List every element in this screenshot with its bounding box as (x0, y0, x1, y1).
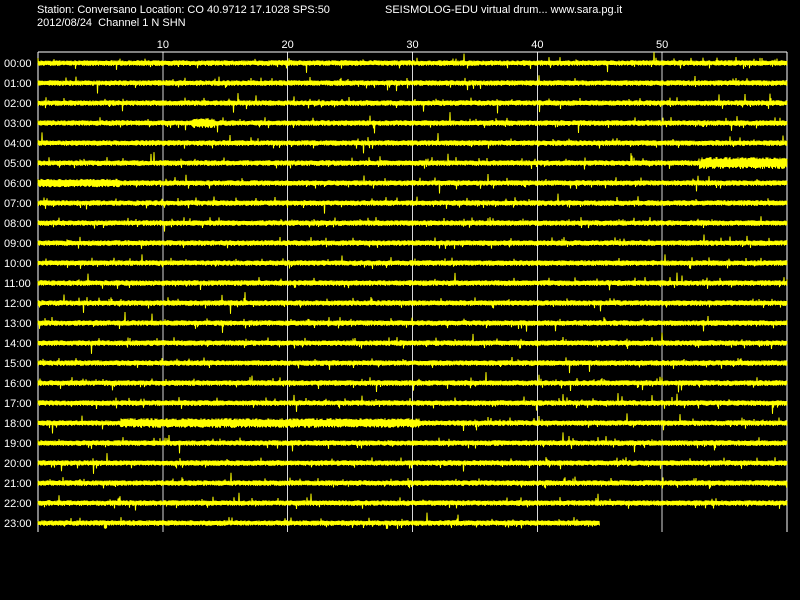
row-label-1400: 14:00 (4, 338, 32, 350)
grid-lines (37, 51, 788, 532)
trace-row-1400 (37, 332, 788, 354)
row-label-0300: 03:00 (4, 118, 32, 130)
row-label-1900: 19:00 (4, 438, 32, 450)
trace-row-0800 (37, 216, 788, 232)
trace-row-0500 (37, 152, 788, 170)
trace-row-0000 (37, 52, 788, 73)
trace-row-0900 (37, 234, 788, 249)
trace-row-0400 (37, 132, 788, 154)
row-label-2200: 22:00 (4, 498, 32, 510)
tick-label-30: 30 (406, 39, 418, 51)
row-label-1300: 13:00 (4, 318, 32, 330)
trace-row-1700 (37, 393, 788, 414)
row-label-0500: 05:00 (4, 158, 32, 170)
tick-label-20: 20 (282, 39, 294, 51)
seismic-traces (37, 52, 788, 529)
row-label-0100: 01:00 (4, 78, 32, 90)
trace-row-0300 (37, 112, 788, 134)
station-info: Station: Conversano Location: CO 40.9712… (37, 4, 330, 16)
trace-row-2200 (37, 492, 788, 511)
trace-row-1800 (37, 413, 788, 434)
row-label-2000: 20:00 (4, 458, 32, 470)
row-label-0200: 02:00 (4, 98, 32, 110)
row-label-1700: 17:00 (4, 398, 32, 410)
minute-tick-labels: 10 20 30 40 50 (157, 39, 669, 51)
row-label-0600: 06:00 (4, 178, 32, 190)
trace-row-1500 (37, 356, 788, 374)
tick-label-40: 40 (531, 39, 543, 51)
date-channel-info: 2012/08/24 Channel 1 N SHN (37, 17, 186, 29)
row-label-0000: 00:00 (4, 58, 32, 70)
product-info: SEISMOLOG-EDU virtual drum... www.sara.p… (385, 4, 623, 16)
row-label-1000: 10:00 (4, 258, 32, 270)
row-label-1500: 15:00 (4, 358, 32, 370)
trace-row-1900 (37, 432, 788, 454)
row-label-2300: 23:00 (4, 518, 32, 530)
row-label-0800: 08:00 (4, 218, 32, 230)
trace-row-1300 (37, 311, 788, 333)
row-label-1800: 18:00 (4, 418, 32, 430)
trace-row-2100 (37, 472, 788, 489)
trace-row-2000 (37, 453, 788, 474)
trace-row-0600 (37, 173, 788, 194)
trace-row-1100 (37, 272, 788, 291)
trace-row-0200 (37, 93, 788, 114)
trace-row-1600 (37, 372, 788, 393)
trace-row-0700 (37, 193, 788, 214)
row-label-2100: 21:00 (4, 478, 32, 490)
row-label-1200: 12:00 (4, 298, 32, 310)
row-label-0900: 09:00 (4, 238, 32, 250)
tick-label-10: 10 (157, 39, 169, 51)
tick-label-50: 50 (656, 39, 668, 51)
row-label-1100: 11:00 (4, 278, 31, 290)
row-label-0400: 04:00 (4, 138, 32, 150)
trace-row-1200 (37, 292, 788, 314)
trace-row-0100 (37, 75, 788, 94)
row-label-0700: 07:00 (4, 198, 32, 210)
hour-row-labels: 00:00 01:00 02:00 03:00 04:00 05:00 06:00 07:00… (4, 58, 32, 530)
row-label-1600: 16:00 (4, 378, 32, 390)
trace-row-1000 (37, 254, 788, 270)
trace-row-2300 (37, 512, 600, 529)
